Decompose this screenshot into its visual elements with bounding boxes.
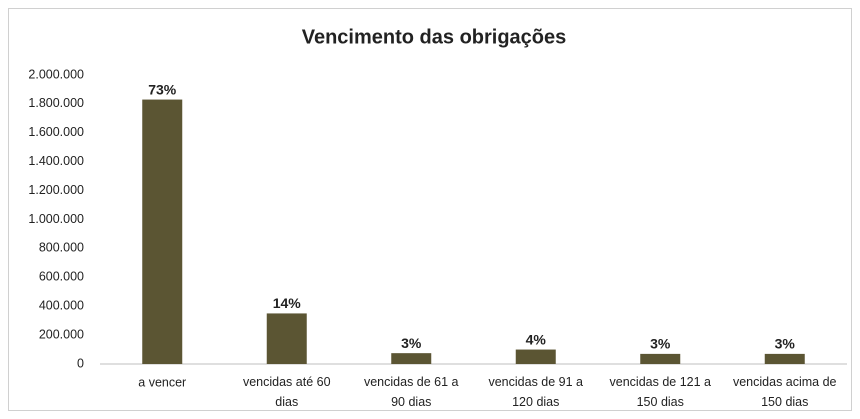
x-tick-label: vencidas até 60 dias — [243, 375, 331, 409]
data-label: 3% — [401, 335, 422, 351]
x-tick-label: vencidas acima de 150 dias — [733, 375, 837, 409]
y-tick-label: 1.200.000 — [28, 183, 84, 197]
y-tick-label: 200.000 — [39, 327, 84, 341]
x-tick-label: vencidas de 121 a 150 dias — [610, 375, 712, 409]
bar — [266, 313, 307, 364]
bar — [142, 99, 183, 364]
bar — [515, 349, 556, 364]
y-tick-label: 1.000.000 — [28, 212, 84, 226]
bar — [640, 353, 681, 364]
y-tick-label: 1.600.000 — [28, 125, 84, 139]
x-tick-label: vencidas de 91 a 120 dias — [488, 375, 583, 409]
y-tick-label: 400.000 — [39, 298, 84, 312]
bar — [764, 353, 805, 364]
chart-frame — [8, 8, 852, 411]
y-tick-label: 1.400.000 — [28, 154, 84, 168]
y-tick-label: 0 — [77, 356, 84, 370]
bar — [391, 353, 432, 364]
y-tick-label: 2.000.000 — [28, 67, 84, 81]
data-label: 3% — [775, 336, 796, 352]
data-label: 4% — [526, 331, 547, 347]
y-tick-label: 800.000 — [39, 241, 84, 255]
data-label: 14% — [273, 295, 302, 311]
data-label: 73% — [148, 81, 177, 97]
x-tick-label: a vencer — [138, 375, 186, 389]
y-tick-label: 600.000 — [39, 270, 84, 284]
data-label: 3% — [650, 336, 671, 352]
y-tick-label: 1.800.000 — [28, 96, 84, 110]
chart-title: Vencimento das obrigações — [302, 26, 567, 48]
x-tick-label: vencidas de 61 a 90 dias — [364, 375, 459, 409]
